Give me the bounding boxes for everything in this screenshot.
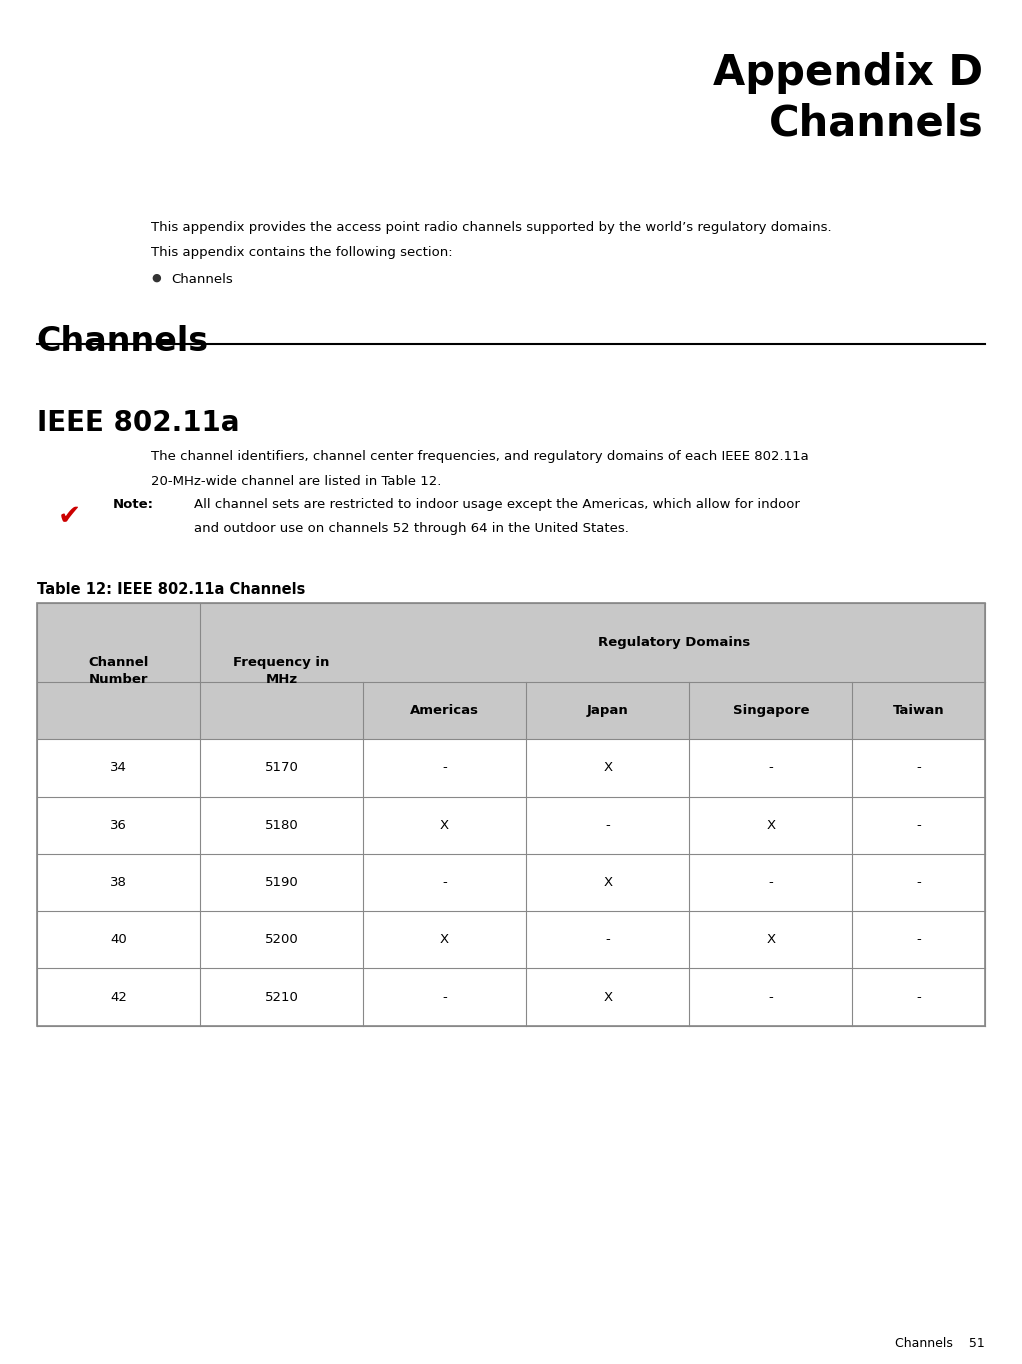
- Bar: [37, 854, 985, 911]
- Text: 40: 40: [110, 933, 127, 947]
- Text: and outdoor use on channels 52 through 64 in the United States.: and outdoor use on channels 52 through 6…: [194, 522, 630, 536]
- Text: -: -: [443, 990, 447, 1004]
- Text: 5200: 5200: [265, 933, 298, 947]
- Text: -: -: [605, 818, 610, 832]
- Text: X: X: [766, 933, 776, 947]
- Bar: [37, 911, 985, 968]
- Bar: [37, 968, 985, 1026]
- Text: ✔: ✔: [58, 502, 81, 531]
- Text: -: -: [443, 761, 447, 775]
- Text: 5210: 5210: [265, 990, 298, 1004]
- Text: -: -: [917, 933, 921, 947]
- Text: Channels: Channels: [172, 273, 233, 286]
- Text: -: -: [605, 933, 610, 947]
- Text: X: X: [440, 818, 450, 832]
- Text: -: -: [917, 990, 921, 1004]
- Text: Frequency in
MHz: Frequency in MHz: [233, 656, 330, 686]
- Text: X: X: [603, 761, 612, 775]
- Text: Americas: Americas: [410, 704, 479, 717]
- Text: -: -: [769, 876, 774, 889]
- Text: Singapore: Singapore: [733, 704, 809, 717]
- Text: -: -: [769, 761, 774, 775]
- Text: Regulatory Domains: Regulatory Domains: [598, 636, 750, 649]
- Text: -: -: [917, 761, 921, 775]
- Text: -: -: [769, 990, 774, 1004]
- Text: 20-MHz-wide channel are listed in Table 12.: 20-MHz-wide channel are listed in Table …: [151, 475, 442, 488]
- Text: X: X: [440, 933, 450, 947]
- Bar: [37, 603, 985, 682]
- Text: 5190: 5190: [265, 876, 298, 889]
- Text: Channels: Channels: [769, 102, 983, 145]
- Text: IEEE 802.11a: IEEE 802.11a: [37, 409, 239, 438]
- Text: 5170: 5170: [265, 761, 298, 775]
- Bar: [37, 682, 985, 739]
- Text: -: -: [917, 818, 921, 832]
- Text: Channel
Number: Channel Number: [88, 656, 148, 686]
- Text: X: X: [766, 818, 776, 832]
- Text: Note:: Note:: [112, 498, 153, 512]
- Bar: [37, 603, 985, 1026]
- Text: Japan: Japan: [587, 704, 629, 717]
- Bar: [37, 797, 985, 854]
- Text: X: X: [603, 990, 612, 1004]
- Text: Appendix D: Appendix D: [713, 52, 983, 94]
- Text: Channels    51: Channels 51: [895, 1337, 985, 1350]
- Text: ●: ●: [151, 273, 161, 282]
- Text: Taiwan: Taiwan: [893, 704, 944, 717]
- Text: 42: 42: [110, 990, 127, 1004]
- Text: Table 12: IEEE 802.11a Channels: Table 12: IEEE 802.11a Channels: [37, 582, 306, 597]
- Text: Channels: Channels: [37, 325, 208, 357]
- Text: 34: 34: [110, 761, 127, 775]
- Text: All channel sets are restricted to indoor usage except the Americas, which allow: All channel sets are restricted to indoo…: [194, 498, 800, 512]
- Text: This appendix provides the access point radio channels supported by the world’s : This appendix provides the access point …: [151, 221, 832, 235]
- Text: The channel identifiers, channel center frequencies, and regulatory domains of e: The channel identifiers, channel center …: [151, 450, 809, 464]
- Text: 5180: 5180: [265, 818, 298, 832]
- Text: 38: 38: [110, 876, 127, 889]
- Text: 36: 36: [110, 818, 127, 832]
- Text: -: -: [917, 876, 921, 889]
- Text: This appendix contains the following section:: This appendix contains the following sec…: [151, 246, 453, 259]
- Bar: [37, 739, 985, 797]
- Text: -: -: [443, 876, 447, 889]
- Text: X: X: [603, 876, 612, 889]
